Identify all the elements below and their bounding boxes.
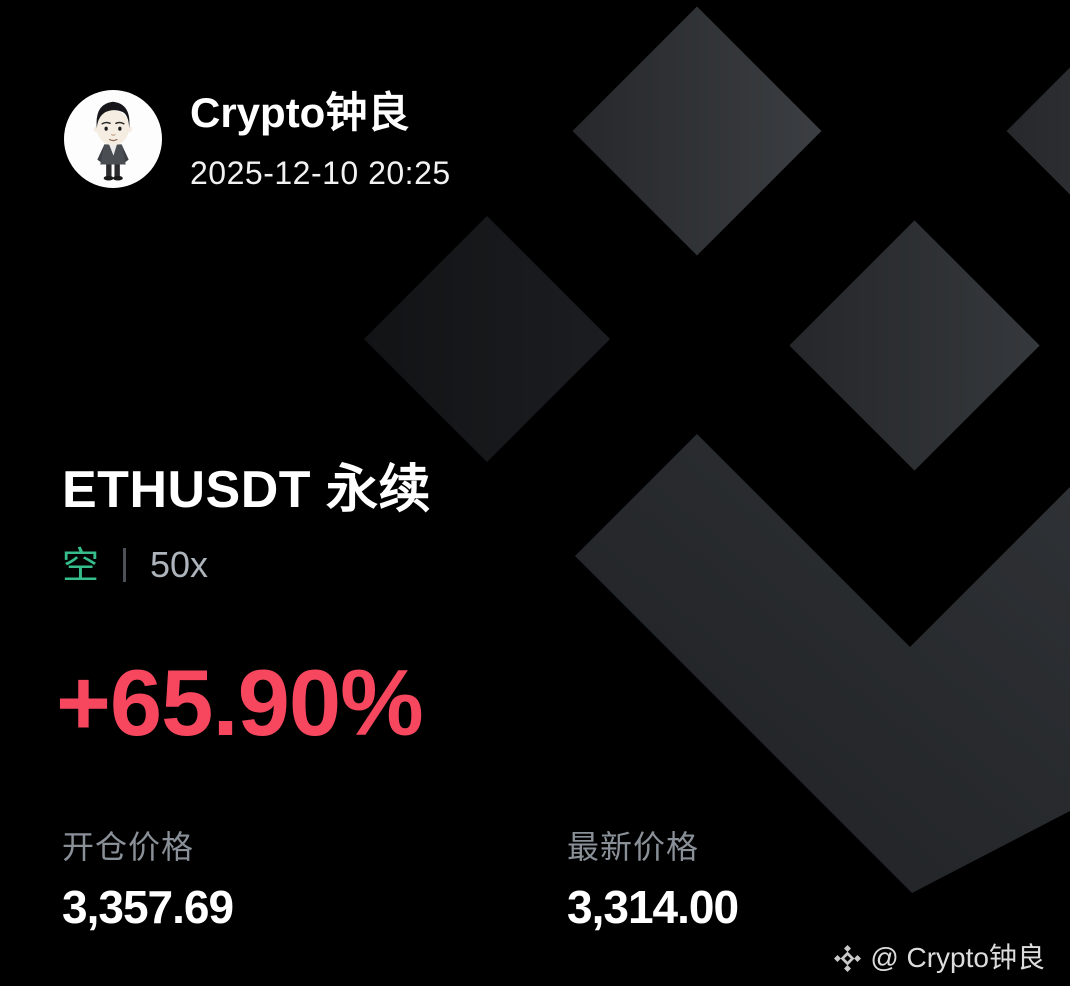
- vertical-divider: [123, 548, 126, 582]
- binance-logo-icon: [834, 944, 862, 972]
- watermark-diamond-top-icon: [572, 6, 822, 256]
- author-watermark: @ Crypto钟良: [834, 943, 1045, 973]
- entry-price-value: 3,357.69: [62, 881, 234, 933]
- entry-price-label: 开仓价格: [62, 829, 195, 865]
- watermark-diamond-top-right-icon: [1006, 6, 1070, 256]
- last-price-value: 3,314.00: [567, 881, 739, 933]
- contract-symbol: ETHUSDT 永续: [62, 461, 432, 519]
- watermark-diamond-center-icon: [789, 220, 1040, 471]
- side-leverage-row: 空 50x: [62, 544, 208, 586]
- username: Crypto钟良: [190, 89, 410, 136]
- last-price-label: 最新价格: [567, 829, 700, 865]
- watermark-diamond-left-icon: [363, 215, 611, 463]
- author-handle: @ Crypto钟良: [870, 942, 1045, 973]
- leverage-value: 50x: [150, 544, 209, 585]
- position-side-short: 空: [62, 544, 99, 586]
- share-datetime: 2025-12-10 20:25: [190, 155, 451, 191]
- avatar: [64, 90, 162, 188]
- pnl-percentage: +65.90%: [56, 650, 424, 755]
- cartoon-man-avatar-icon: [64, 90, 162, 188]
